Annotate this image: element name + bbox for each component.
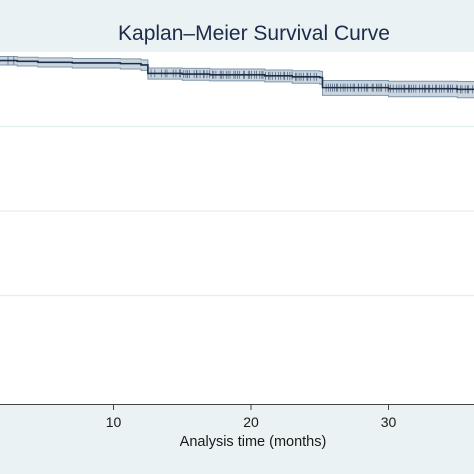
ci-upper-line xyxy=(0,56,474,83)
x-axis-label: Analysis time (months) xyxy=(180,434,327,450)
plot-area xyxy=(0,52,474,404)
x-tick-label-10: 10 xyxy=(106,414,122,430)
x-axis-ticks: 10 20 30 xyxy=(106,404,397,430)
title-region: Kaplan–Meier Survival Curve xyxy=(0,0,474,52)
chart-title: Kaplan–Meier Survival Curve xyxy=(118,22,390,45)
ci-lower-line xyxy=(0,64,474,99)
x-tick-label-30: 30 xyxy=(381,414,397,430)
survival-line xyxy=(0,59,474,91)
survival-step-line xyxy=(0,59,474,91)
gridlines xyxy=(0,125,474,297)
x-tick-label-20: 20 xyxy=(243,414,259,430)
title-background xyxy=(0,0,474,52)
